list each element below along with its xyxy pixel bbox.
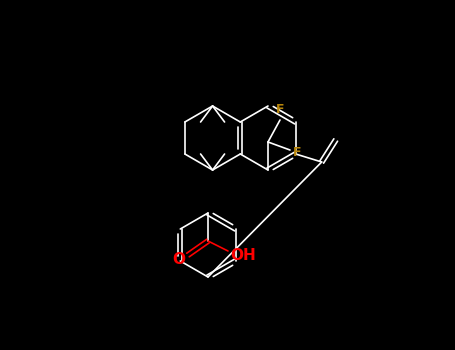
Text: F: F xyxy=(293,146,302,159)
Text: OH: OH xyxy=(230,247,256,262)
Text: O: O xyxy=(172,252,185,267)
Text: F: F xyxy=(276,103,284,116)
